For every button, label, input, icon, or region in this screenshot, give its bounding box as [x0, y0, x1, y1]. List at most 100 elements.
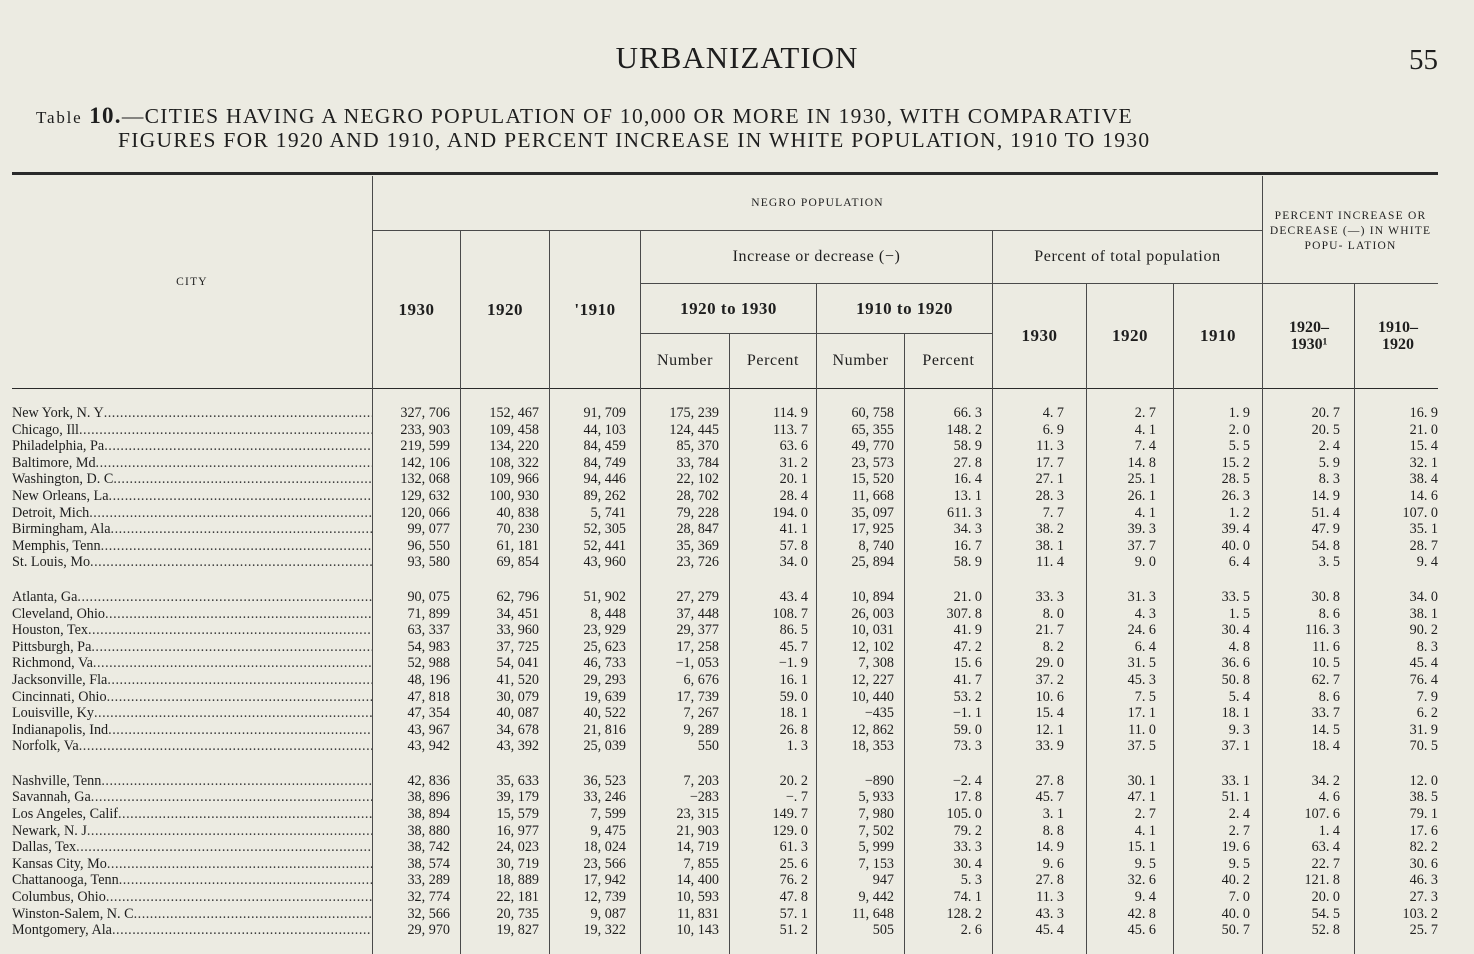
- cell-n1: 14, 400: [676, 872, 719, 889]
- cell-p1930: 48, 196: [407, 671, 450, 688]
- cell-p1910: 8, 448: [590, 605, 626, 622]
- cell-w1: 20. 7: [1311, 405, 1340, 421]
- cell-t1910: 50. 8: [1221, 671, 1250, 688]
- cell-p1930: 38, 574: [407, 855, 450, 872]
- divider-t1920: [1173, 284, 1174, 954]
- cell-pc2: 5. 3: [960, 872, 982, 889]
- cell-n1: 37, 448: [676, 605, 719, 622]
- cell-w1: 18. 4: [1311, 738, 1340, 755]
- cell-p1920: 39, 179: [496, 789, 539, 806]
- cell-n2: 65, 355: [851, 421, 894, 438]
- cell-pc1: 86. 5: [779, 622, 808, 639]
- city-name: Richmond, Va............................…: [12, 655, 372, 672]
- cell-pc2: 79. 2: [953, 822, 982, 839]
- caption-number: 10.: [89, 103, 122, 128]
- cell-t1920: 31. 5: [1127, 655, 1156, 672]
- header-white-1920-1930: 1920–1930¹: [1289, 319, 1329, 353]
- hline-periods: [641, 333, 992, 334]
- cell-w2: 107. 0: [1402, 504, 1438, 521]
- cell-n2: 9, 442: [858, 889, 894, 906]
- cell-p1930: 32, 774: [407, 889, 450, 906]
- cell-pc2: 148. 2: [946, 421, 982, 438]
- cell-pc1: 43. 4: [779, 588, 808, 605]
- cell-n1: 22, 102: [676, 471, 719, 488]
- cell-w1: 54. 5: [1311, 905, 1340, 922]
- dot-leader: ........................................…: [118, 872, 372, 889]
- cell-p1930: 90, 075: [407, 588, 450, 605]
- cell-pc1: 45. 7: [779, 638, 808, 655]
- divider-pc2: [992, 230, 993, 954]
- cell-t1910: 28. 5: [1221, 471, 1250, 488]
- city-name: Pittsburgh, Pa..........................…: [12, 639, 372, 656]
- cell-t1920: 32. 6: [1127, 872, 1156, 889]
- cell-pc1: 26. 8: [779, 721, 808, 738]
- cell-pc1: 61. 3: [779, 839, 808, 856]
- cell-p1910: 29, 293: [583, 671, 626, 688]
- city-name: Jacksonville, Fla.......................…: [12, 672, 372, 689]
- cell-pc2: 21. 0: [953, 588, 982, 605]
- cell-pc2: 73. 3: [953, 738, 982, 755]
- cell-w2: 32. 1: [1409, 454, 1438, 471]
- cell-w1: 5. 9: [1318, 454, 1340, 471]
- cell-w2: 38. 1: [1409, 605, 1438, 622]
- cell-p1920: 43, 392: [496, 738, 539, 755]
- cell-w2: 76. 4: [1409, 671, 1438, 688]
- cell-pc1: 76. 2: [779, 872, 808, 889]
- cell-w1: 34. 2: [1311, 772, 1340, 789]
- cell-p1930: 129, 632: [400, 487, 450, 504]
- cell-pc2: 66. 3: [953, 405, 982, 421]
- divider-n2: [904, 334, 905, 954]
- cell-w2: 14. 6: [1409, 487, 1438, 504]
- cell-n2: 11, 668: [851, 487, 894, 504]
- cell-w2: 8. 3: [1416, 638, 1438, 655]
- cell-t1920: 31. 3: [1127, 588, 1156, 605]
- cell-p1910: 40, 522: [583, 705, 626, 722]
- cell-pc2: 58. 9: [953, 438, 982, 455]
- dot-leader: ........................................…: [113, 471, 372, 488]
- cell-p1910: 7, 599: [590, 806, 626, 823]
- cell-n1: 28, 847: [676, 521, 719, 538]
- cell-p1910: 89, 262: [583, 487, 626, 504]
- city-name: Baltimore, Md...........................…: [12, 455, 372, 472]
- header-percent-total: Percent of total population: [1034, 248, 1221, 265]
- table-row: Montgomery, Ala.........................…: [0, 922, 1474, 939]
- dot-leader: ........................................…: [106, 688, 372, 705]
- cell-p1910: 43, 960: [583, 554, 626, 571]
- cell-w2: 45. 4: [1409, 655, 1438, 672]
- cell-t1930: 15. 4: [1035, 705, 1064, 722]
- cell-n2: 17, 925: [851, 521, 894, 538]
- cell-p1920: 34, 678: [496, 721, 539, 738]
- city-name: Savannah, Ga............................…: [12, 789, 372, 806]
- cell-pc2: 41. 7: [953, 671, 982, 688]
- cell-w1: 8. 6: [1318, 688, 1340, 705]
- cell-pc2: 53. 2: [953, 688, 982, 705]
- cell-p1930: 33, 289: [407, 872, 450, 889]
- cell-p1910: 94, 446: [583, 471, 626, 488]
- cell-pc1: 114. 9: [773, 405, 808, 421]
- city-name: New Orleans, La.........................…: [12, 488, 372, 505]
- cell-n2: 18, 353: [851, 738, 894, 755]
- cell-n1: 29, 377: [676, 622, 719, 639]
- divider-1930: [460, 230, 461, 954]
- cell-n1: 28, 702: [676, 487, 719, 504]
- cell-t1930: 28. 3: [1035, 487, 1064, 504]
- cell-pc1: 31. 2: [779, 454, 808, 471]
- cell-n1: 23, 726: [676, 554, 719, 571]
- cell-t1920: 14. 8: [1127, 454, 1156, 471]
- cell-t1910: 4. 8: [1228, 638, 1250, 655]
- cell-t1930: 11. 3: [1036, 438, 1064, 455]
- group-spacer: [0, 571, 1474, 589]
- cell-p1930: 38, 742: [407, 839, 450, 856]
- city-name: Montgomery, Ala.........................…: [12, 922, 372, 939]
- cell-t1910: 40. 0: [1221, 905, 1250, 922]
- header-percent-1: Percent: [746, 352, 800, 369]
- cell-w1: 107. 6: [1304, 806, 1340, 823]
- cell-t1930: 8. 8: [1042, 822, 1064, 839]
- header-pct-1910: 1910: [1200, 326, 1236, 345]
- cell-t1920: 25. 1: [1127, 471, 1156, 488]
- cell-t1930: 38. 2: [1035, 521, 1064, 538]
- cell-p1920: 100, 930: [489, 487, 539, 504]
- cell-pc2: 2. 6: [960, 922, 982, 939]
- cell-pc2: 74. 1: [953, 889, 982, 906]
- cell-w2: 79. 1: [1409, 806, 1438, 823]
